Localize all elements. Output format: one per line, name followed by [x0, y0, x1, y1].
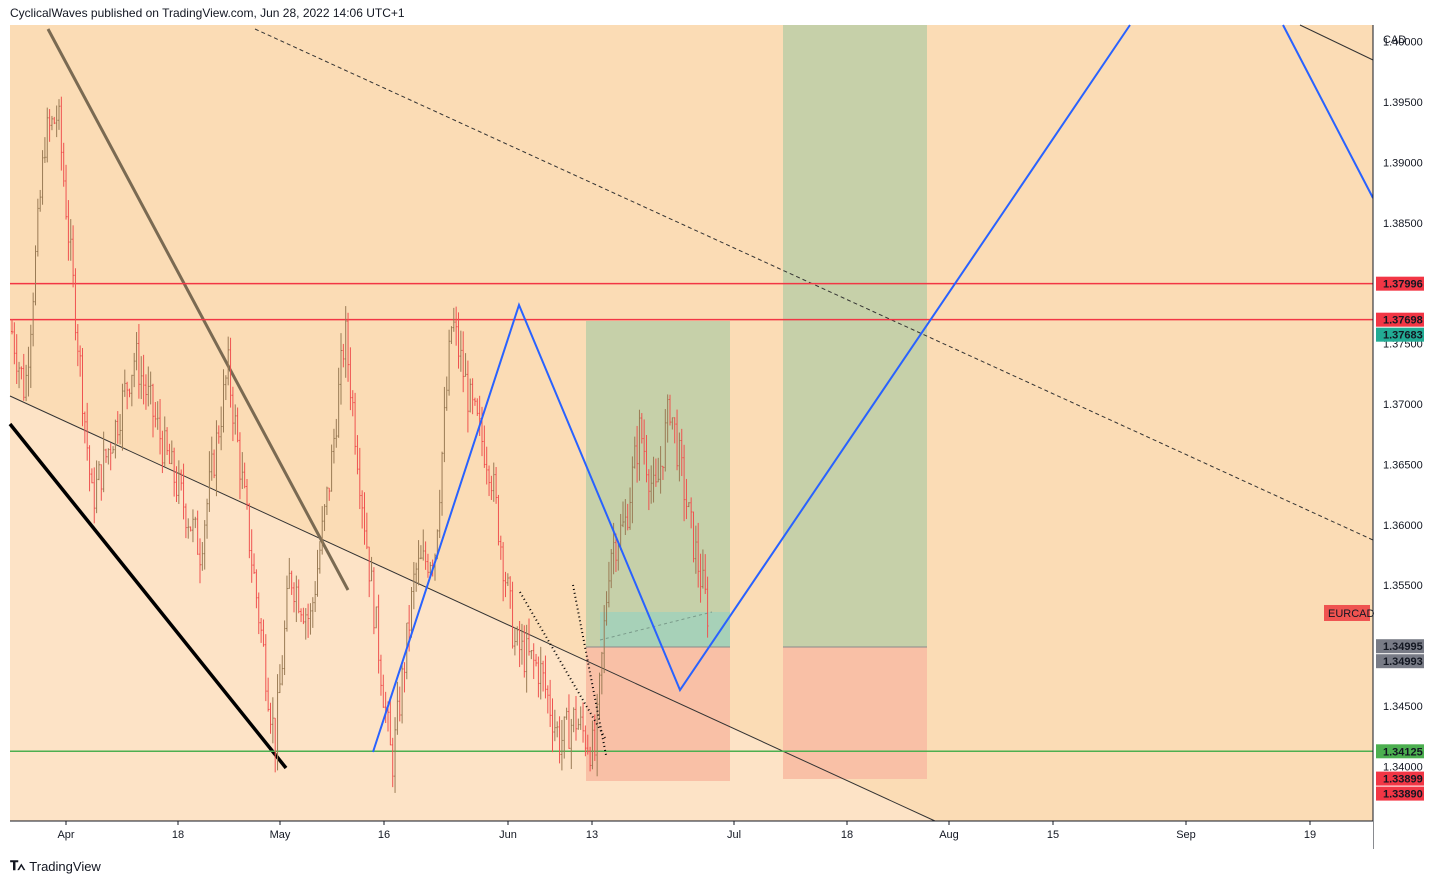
- target-zone-1: [586, 321, 730, 647]
- x-tick-5: 13: [586, 829, 598, 841]
- price-label-text-1.37698: 1.37698: [1383, 315, 1423, 327]
- price-label-1.33899: [1376, 771, 1424, 786]
- stop-zone-1: [586, 647, 730, 781]
- tradingview-logo-icon: 𝐓∧: [10, 858, 25, 873]
- price-label-text-1.37996: 1.37996: [1383, 279, 1423, 291]
- x-tick-4: Jun: [499, 829, 517, 841]
- y-tick-1.34000: 1.34000: [1383, 761, 1423, 773]
- x-tick-11: 19: [1304, 829, 1316, 841]
- y-tick-1.35500: 1.35500: [1383, 580, 1423, 592]
- entry-zone-1: [600, 612, 730, 647]
- price-label-1.34995: [1376, 639, 1424, 654]
- upper-right-trendline: [1299, 24, 1374, 61]
- channel-midline: [9, 395, 936, 822]
- price-label-1.37698: [1376, 312, 1424, 327]
- dashed-trendline: [254, 28, 1374, 541]
- channel-lower-trendline: [8, 422, 288, 770]
- price-axis-background: [1373, 25, 1440, 821]
- x-tick-7: 18: [841, 829, 853, 841]
- price-label-text-1.34993: 1.34993: [1383, 656, 1423, 668]
- y-tick-1.40000: 1.40000: [1383, 37, 1423, 49]
- price-label-1.37996: [1376, 276, 1424, 291]
- x-tick-8: Aug: [939, 829, 959, 841]
- x-tick-2: May: [270, 829, 291, 841]
- price-label-1.37683: [1376, 327, 1424, 342]
- entry-projection-line: [599, 611, 713, 641]
- x-tick-10: Sep: [1176, 829, 1196, 841]
- descending-resistance-trendline: [46, 28, 350, 591]
- time-axis-background: [0, 821, 1373, 849]
- price-label-text-1.33899: 1.33899: [1383, 774, 1423, 786]
- x-tick-6: Jul: [727, 829, 741, 841]
- y-tick-1.38500: 1.38500: [1383, 218, 1423, 230]
- x-tick-9: 15: [1047, 829, 1059, 841]
- stop-zone-2: [783, 647, 927, 779]
- x-tick-1: 18: [172, 829, 184, 841]
- wedge-dotted-lower: [572, 584, 607, 756]
- publisher-line: CyclicalWaves published on TradingView.c…: [10, 6, 405, 20]
- price-label-1.34993: [1376, 654, 1424, 669]
- brand-name: TradingView: [29, 858, 101, 874]
- symbol-tag: [1324, 604, 1370, 621]
- y-tick-1.34500: 1.34500: [1383, 701, 1423, 713]
- projection-path-continuation: [1282, 24, 1374, 199]
- wedge-dotted-upper: [519, 591, 606, 739]
- x-tick-0: Apr: [57, 829, 74, 841]
- price-label-text-1.37683: 1.37683: [1383, 330, 1423, 342]
- price-label-1.34125: [1376, 744, 1424, 759]
- x-tick-3: 16: [378, 829, 390, 841]
- price-label-1.33890: [1376, 786, 1424, 801]
- symbol-tag-label: EURCAD: [1328, 608, 1375, 620]
- target-zone-2: [783, 25, 927, 647]
- price-label-text-1.34125: 1.34125: [1383, 746, 1423, 758]
- price-label-text-1.33890: 1.33890: [1383, 789, 1423, 801]
- y-tick-1.36000: 1.36000: [1383, 520, 1423, 532]
- y-tick-1.39500: 1.39500: [1383, 97, 1423, 109]
- footer-branding: 𝐓∧ TradingView: [10, 858, 101, 874]
- currency-label: CAD: [1383, 34, 1406, 46]
- projection-path-main: [372, 24, 1131, 753]
- y-tick-1.36500: 1.36500: [1383, 459, 1423, 471]
- price-label-text-1.34995: 1.34995: [1383, 641, 1423, 653]
- y-tick-1.37000: 1.37000: [1383, 399, 1423, 411]
- y-tick-1.39000: 1.39000: [1383, 157, 1423, 169]
